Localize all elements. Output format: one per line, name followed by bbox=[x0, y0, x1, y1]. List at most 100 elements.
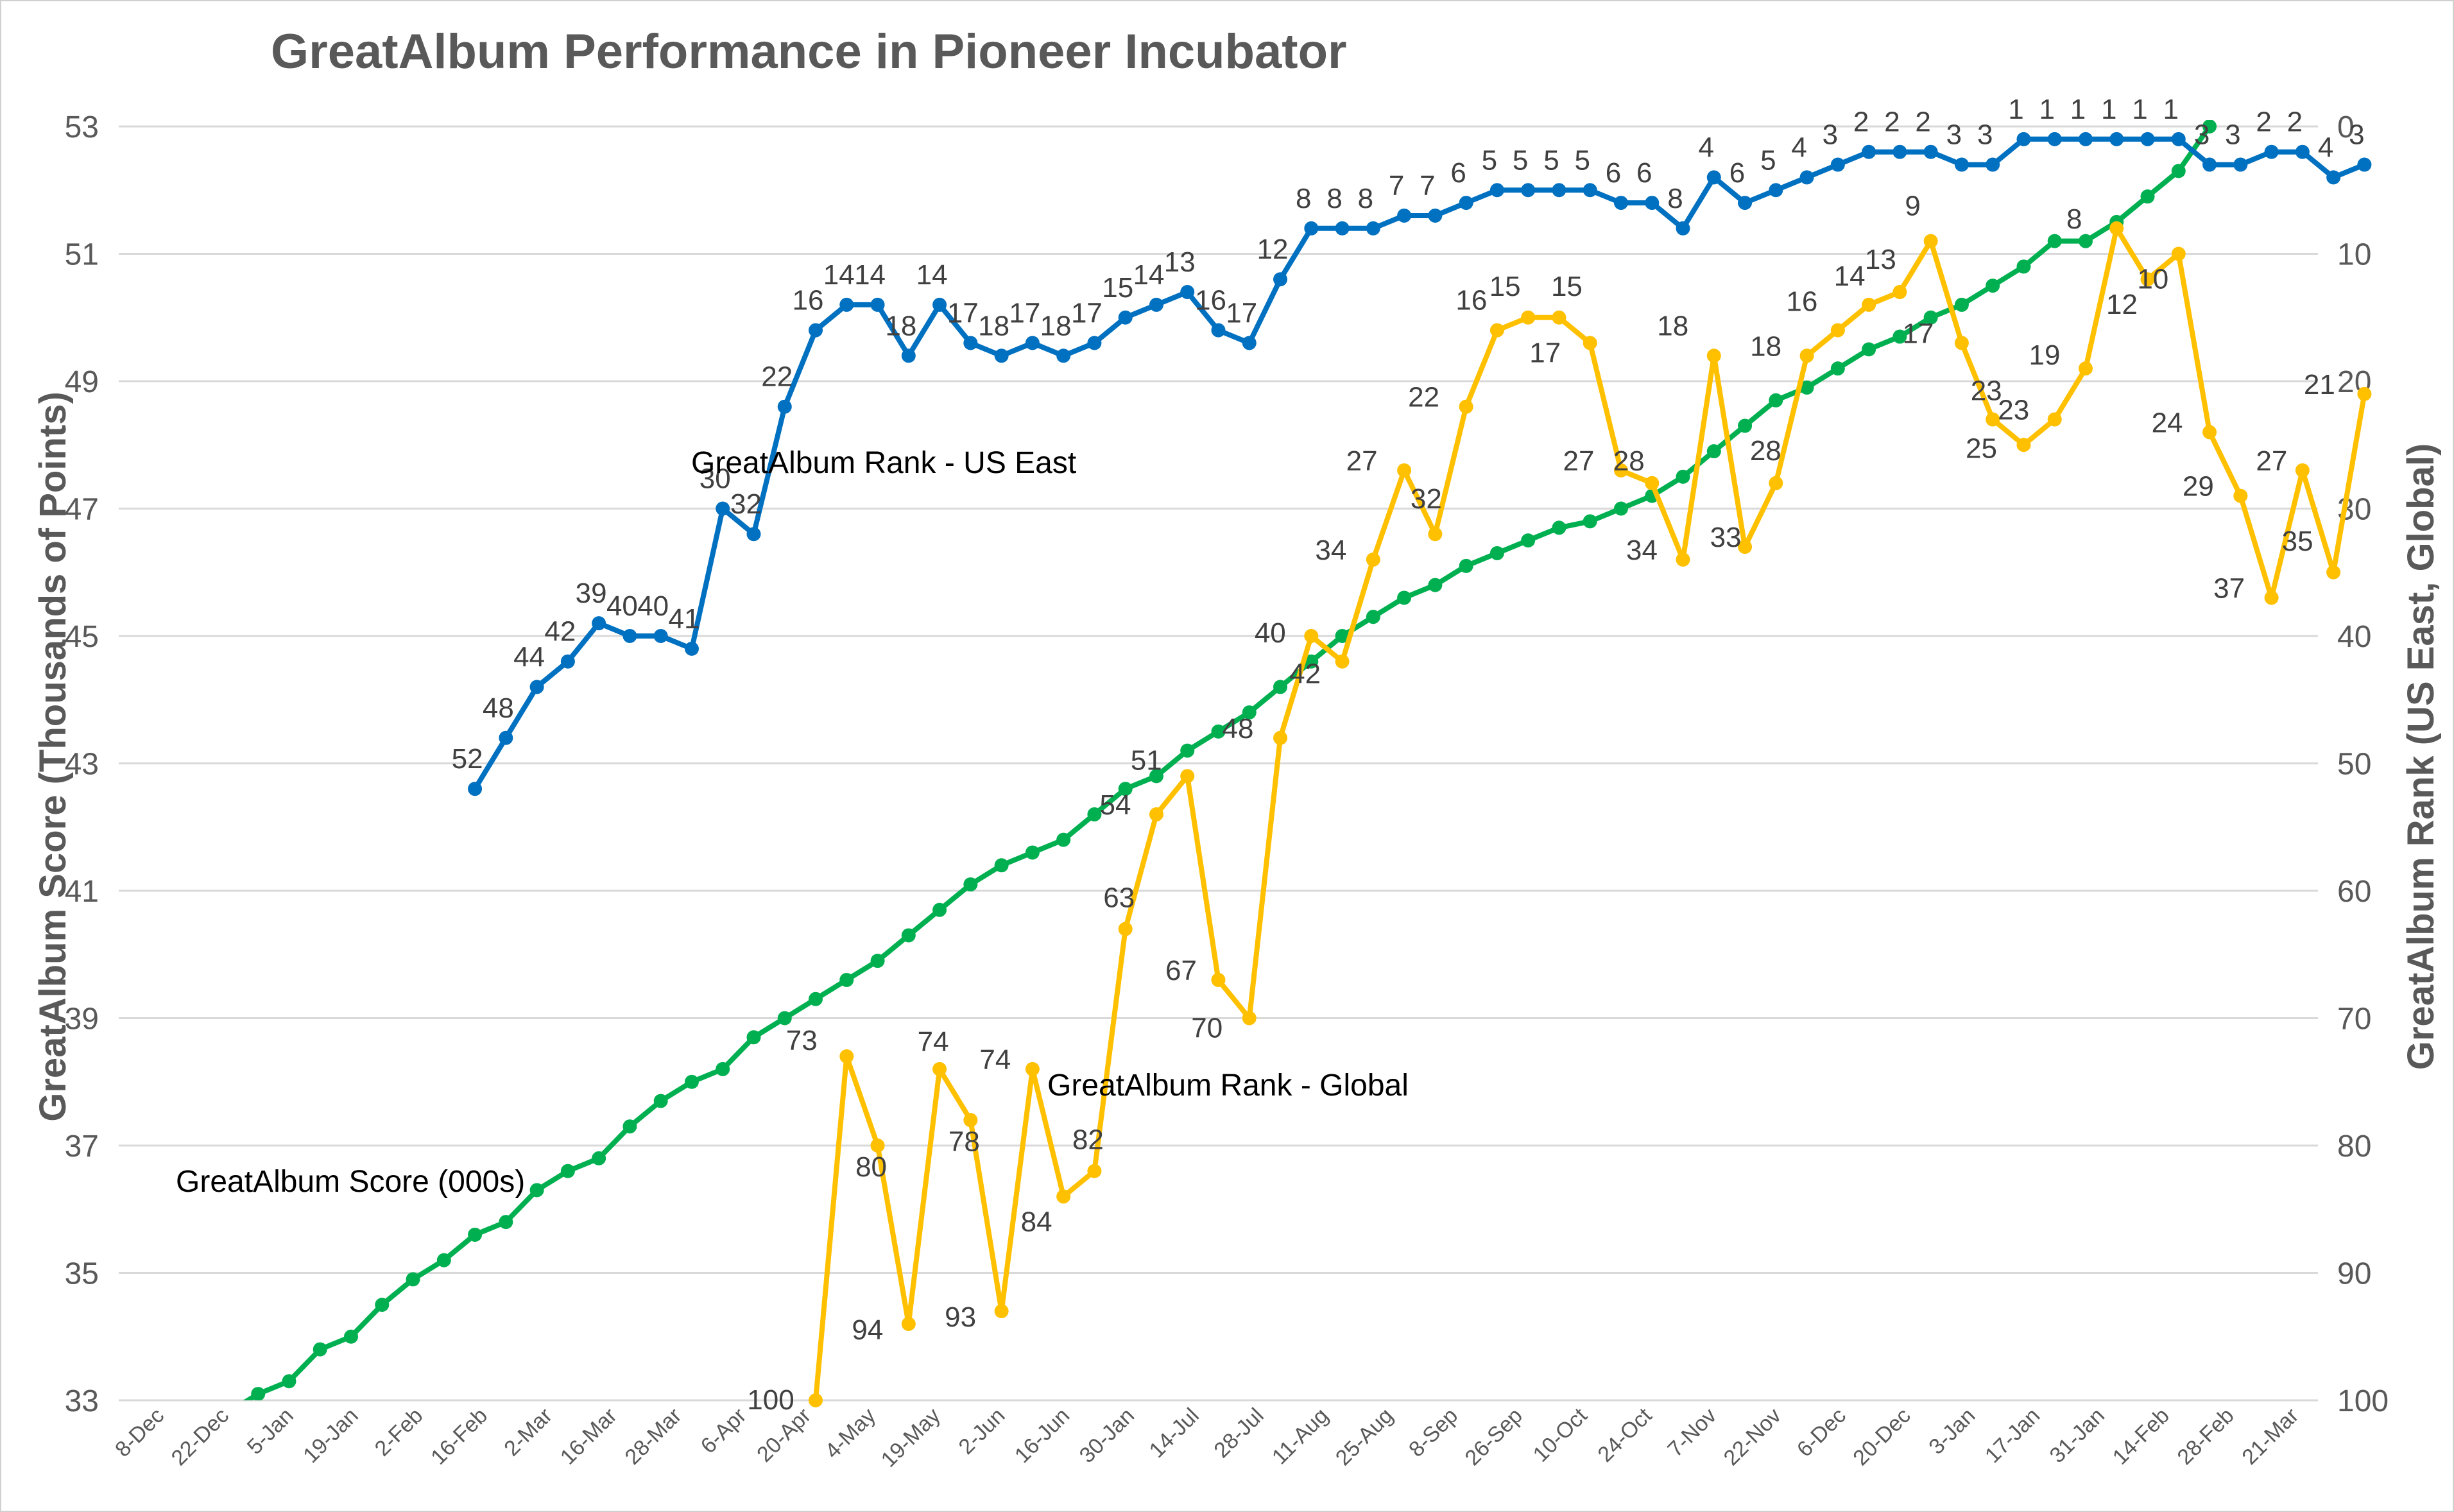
data-label: 93 bbox=[945, 1302, 976, 1333]
data-point bbox=[1087, 1164, 1102, 1178]
data-point bbox=[1273, 680, 1288, 694]
data-label: 80 bbox=[855, 1151, 887, 1183]
data-label: 21 bbox=[2304, 369, 2335, 400]
data-point bbox=[1304, 221, 1319, 236]
data-label: 34 bbox=[1626, 535, 1658, 566]
data-point bbox=[1087, 807, 1102, 821]
data-point bbox=[2171, 246, 2186, 261]
data-point bbox=[1583, 183, 1597, 198]
x-tick-label: 20-Dec bbox=[1848, 1404, 1915, 1470]
data-point bbox=[2295, 463, 2310, 477]
data-point bbox=[2047, 412, 2062, 427]
data-label: 4 bbox=[1699, 132, 1714, 163]
x-tick-label: 2-Feb bbox=[370, 1404, 428, 1461]
data-label: 23 bbox=[1971, 375, 2002, 407]
data-point bbox=[2326, 170, 2341, 185]
data-label: 48 bbox=[1223, 713, 1254, 744]
x-tick-label: 28-Feb bbox=[2173, 1404, 2239, 1470]
x-tick-label: 22-Dec bbox=[167, 1404, 234, 1470]
data-point bbox=[1521, 183, 1536, 198]
data-label: 42 bbox=[1289, 658, 1321, 690]
data-point bbox=[777, 399, 792, 414]
left-tick-label: 33 bbox=[65, 1384, 99, 1418]
x-tick-label: 16-Feb bbox=[426, 1404, 492, 1470]
left-tick-label: 35 bbox=[65, 1257, 99, 1291]
x-tick-label: 3-Jan bbox=[1924, 1404, 1980, 1459]
series-greatalbum-score-000s bbox=[243, 120, 2217, 1400]
data-label: 14 bbox=[916, 259, 948, 291]
data-label: 6 bbox=[1450, 157, 1466, 189]
data-point bbox=[1892, 285, 1907, 300]
data-point bbox=[1613, 196, 1628, 210]
data-point bbox=[2171, 164, 2186, 178]
x-tick-label: 19-May bbox=[877, 1404, 945, 1472]
right-tick-label: 0 bbox=[2337, 110, 2355, 144]
data-point bbox=[839, 972, 854, 987]
annotation-score: GreatAlbum Score (000s) bbox=[176, 1165, 525, 1199]
data-label: 17 bbox=[1902, 318, 1934, 349]
data-point bbox=[1118, 922, 1133, 936]
data-label: 78 bbox=[948, 1126, 980, 1157]
data-point bbox=[716, 1061, 730, 1076]
data-point bbox=[1149, 297, 1163, 312]
data-point bbox=[1676, 469, 1690, 484]
data-point bbox=[994, 1304, 1009, 1319]
data-label: 39 bbox=[576, 578, 607, 609]
data-point bbox=[932, 902, 947, 917]
data-point bbox=[1552, 310, 1566, 325]
left-axis-ticks: 33 35 37 39 41 43 45 47 49 51 53 bbox=[65, 110, 99, 1418]
data-point bbox=[1428, 578, 1443, 592]
data-point bbox=[529, 680, 544, 694]
annotation-us-east: GreatAlbum Rank - US East bbox=[691, 446, 1076, 480]
data-label: 3 bbox=[1946, 119, 1962, 151]
data-point bbox=[1706, 170, 1721, 185]
data-point bbox=[592, 616, 606, 631]
data-point bbox=[1830, 323, 1845, 338]
data-point bbox=[1335, 629, 1350, 643]
x-tick-label: 10-Oct bbox=[1529, 1403, 1592, 1466]
data-point bbox=[2078, 234, 2093, 248]
left-tick-label: 41 bbox=[65, 875, 99, 909]
data-label: 10 bbox=[2137, 264, 2168, 295]
data-point bbox=[313, 1342, 327, 1357]
data-point bbox=[1521, 310, 1536, 325]
data-point bbox=[1366, 610, 1380, 624]
right-tick-label: 60 bbox=[2337, 875, 2371, 909]
data-point bbox=[592, 1151, 606, 1165]
data-label: 48 bbox=[483, 692, 514, 724]
data-label: 3 bbox=[2194, 119, 2209, 151]
left-tick-label: 47 bbox=[65, 493, 99, 527]
data-point bbox=[1304, 654, 1319, 669]
data-label: 40 bbox=[1255, 617, 1286, 649]
x-tick-label: 6-Dec bbox=[1792, 1404, 1851, 1462]
left-tick-label: 53 bbox=[65, 110, 99, 144]
data-point bbox=[2326, 565, 2341, 580]
data-label: 16 bbox=[793, 285, 824, 316]
data-point bbox=[2357, 157, 2372, 172]
data-label: 63 bbox=[1103, 882, 1135, 914]
data-point bbox=[1180, 769, 1195, 784]
data-point bbox=[809, 323, 823, 338]
data-point bbox=[1799, 170, 1814, 185]
data-label: 15 bbox=[1489, 271, 1521, 302]
left-tick-label: 49 bbox=[65, 365, 99, 399]
data-label: 6 bbox=[1636, 157, 1652, 189]
data-point bbox=[1459, 399, 1473, 414]
data-point bbox=[468, 1227, 483, 1242]
x-tick-label: 11-Aug bbox=[1267, 1404, 1334, 1470]
data-point bbox=[2047, 234, 2062, 248]
data-label: 7 bbox=[1420, 170, 1435, 202]
data-label: 1 bbox=[2008, 94, 2023, 125]
data-label: 13 bbox=[1164, 246, 1196, 278]
data-label: 8 bbox=[1667, 183, 1683, 214]
data-label: 17 bbox=[1226, 297, 1257, 329]
data-point bbox=[2295, 144, 2310, 159]
data-label: 18 bbox=[978, 310, 1009, 341]
x-tick-label: 28-Mar bbox=[621, 1404, 687, 1470]
data-point bbox=[809, 992, 823, 1006]
data-point bbox=[1211, 972, 1226, 987]
data-point bbox=[1211, 323, 1226, 338]
